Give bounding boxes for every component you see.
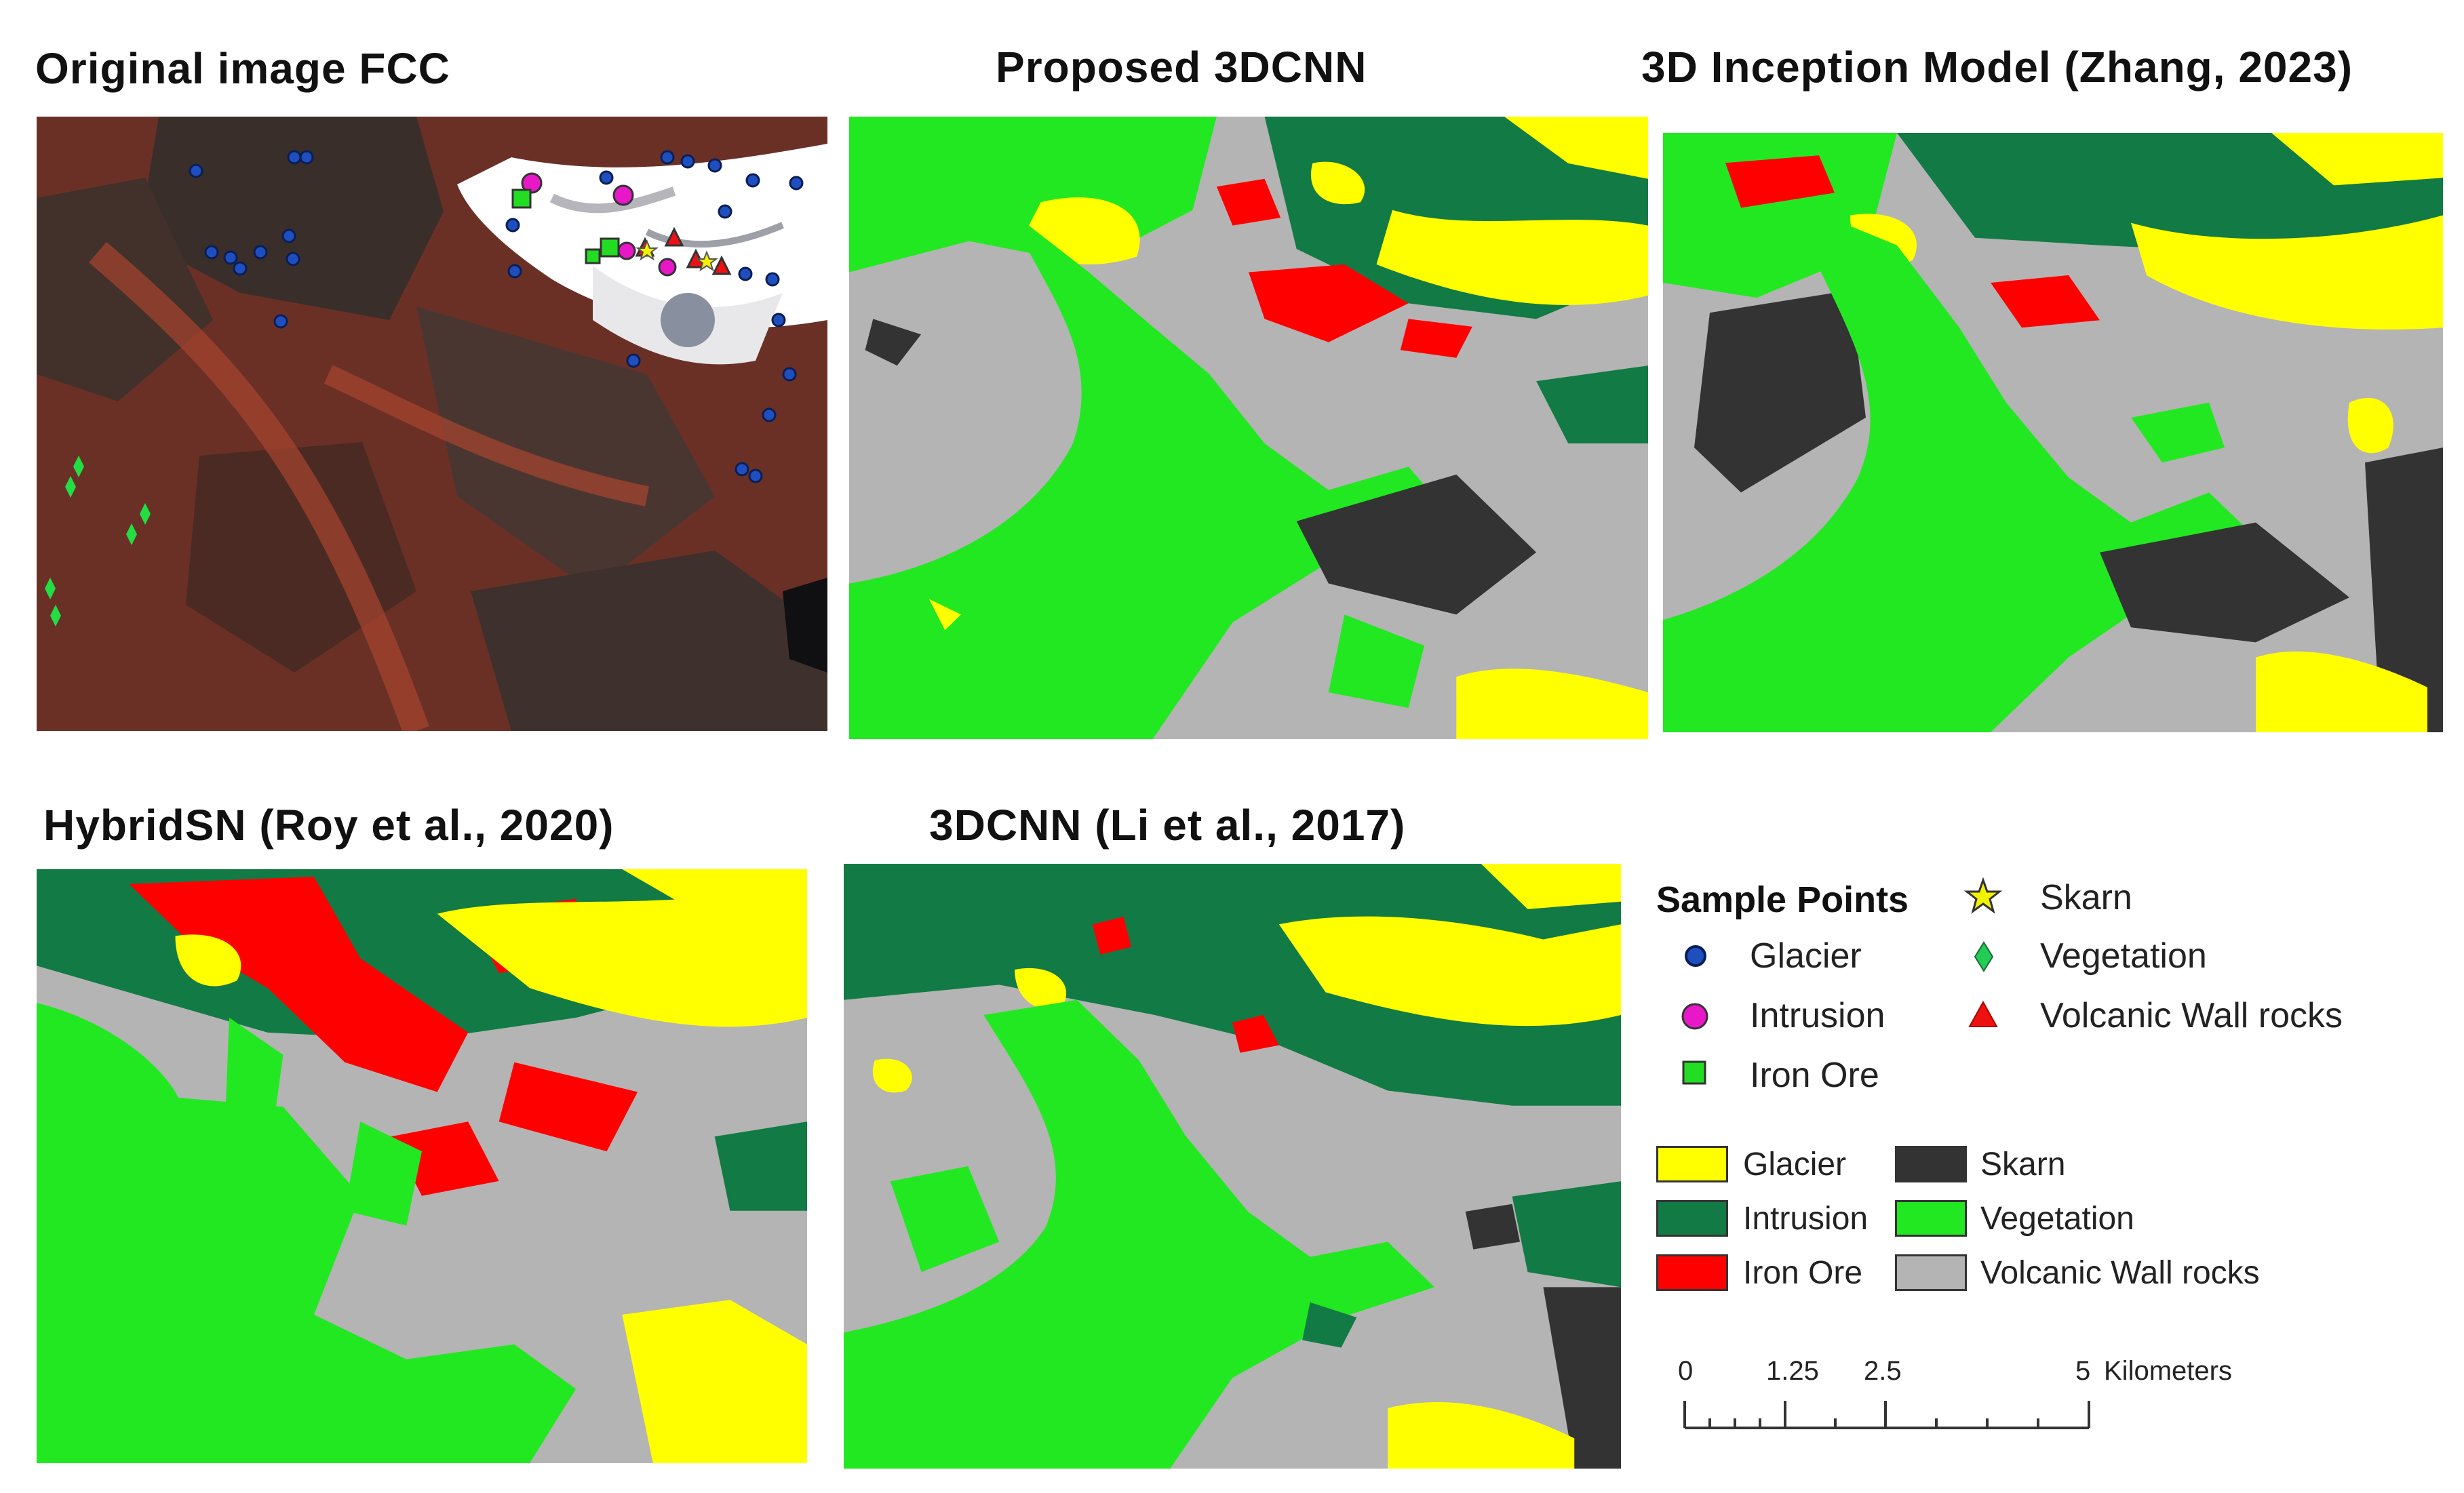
class-swatch-volcanic xyxy=(1895,1254,1967,1291)
scale-unit: Kilometers xyxy=(2104,1356,2232,1386)
panel-title-inception: 3D Inception Model (Zhang, 2023) xyxy=(1641,43,2353,92)
scale-tick-3: 5 xyxy=(2075,1356,2091,1386)
sample-label-intrusion: Intrusion xyxy=(1750,996,1885,1035)
skarn-star-icon xyxy=(1964,877,2002,914)
panel-title-fcc: Original image FCC xyxy=(35,44,450,93)
fcc-image-panel xyxy=(37,117,827,731)
class-swatch-glacier xyxy=(1656,1146,1728,1182)
scale-tick-1: 1.25 xyxy=(1766,1356,1819,1386)
class-label-volcanic: Volcanic Wall rocks xyxy=(1980,1255,2260,1291)
volcanic-triangle-icon xyxy=(1968,1000,1998,1027)
iron-ore-point-icon xyxy=(1682,1060,1706,1085)
hybridsn-map xyxy=(37,869,807,1463)
panel-title-hybridsn: HybridSN (Roy et al., 2020) xyxy=(43,801,614,850)
li-3dcnn-classification-map xyxy=(844,864,1621,1469)
panel-title-li3dcnn: 3DCNN (Li et al., 2017) xyxy=(929,801,1406,850)
sample-label-glacier: Glacier xyxy=(1750,936,1862,976)
class-label-intrusion: Intrusion xyxy=(1743,1201,1869,1237)
class-label-skarn: Skarn xyxy=(1980,1147,2066,1182)
sample-label-vegetation: Vegetation xyxy=(2040,936,2207,976)
class-swatch-intrusion xyxy=(1656,1200,1728,1237)
sample-label-volcanic: Volcanic Wall rocks xyxy=(2040,996,2343,1035)
inception-classification-map xyxy=(1663,133,2443,732)
intrusion-point-icon xyxy=(1681,1003,1708,1030)
class-swatch-skarn xyxy=(1895,1146,1967,1182)
vegetation-diamond-icon xyxy=(1974,941,1994,972)
hybridsn-classification-map xyxy=(37,869,807,1463)
sample-label-skarn: Skarn xyxy=(2040,878,2132,917)
scale-tick-2: 2.5 xyxy=(1864,1356,1902,1386)
scale-tick-0: 0 xyxy=(1678,1356,1694,1386)
panel-title-proposed: Proposed 3DCNN xyxy=(996,43,1367,92)
fcc-satellite-image xyxy=(37,117,827,731)
li-3dcnn-map xyxy=(844,864,1621,1469)
proposed-classification-map xyxy=(849,117,1648,739)
sample-points-title: Sample Points xyxy=(1656,879,1909,920)
class-swatch-iron-ore xyxy=(1656,1254,1728,1291)
class-swatch-vegetation xyxy=(1895,1200,1967,1237)
glacier-point-icon xyxy=(1685,945,1706,967)
class-label-vegetation: Vegetation xyxy=(1980,1201,2134,1237)
inception-model-map xyxy=(1663,133,2443,732)
class-label-glacier: Glacier xyxy=(1743,1147,1847,1182)
class-label-iron-ore: Iron Ore xyxy=(1743,1255,1863,1291)
proposed-3dcnn-map xyxy=(849,117,1648,739)
scale-bar xyxy=(1683,1401,2090,1429)
sample-label-iron-ore: Iron Ore xyxy=(1750,1056,1879,1095)
